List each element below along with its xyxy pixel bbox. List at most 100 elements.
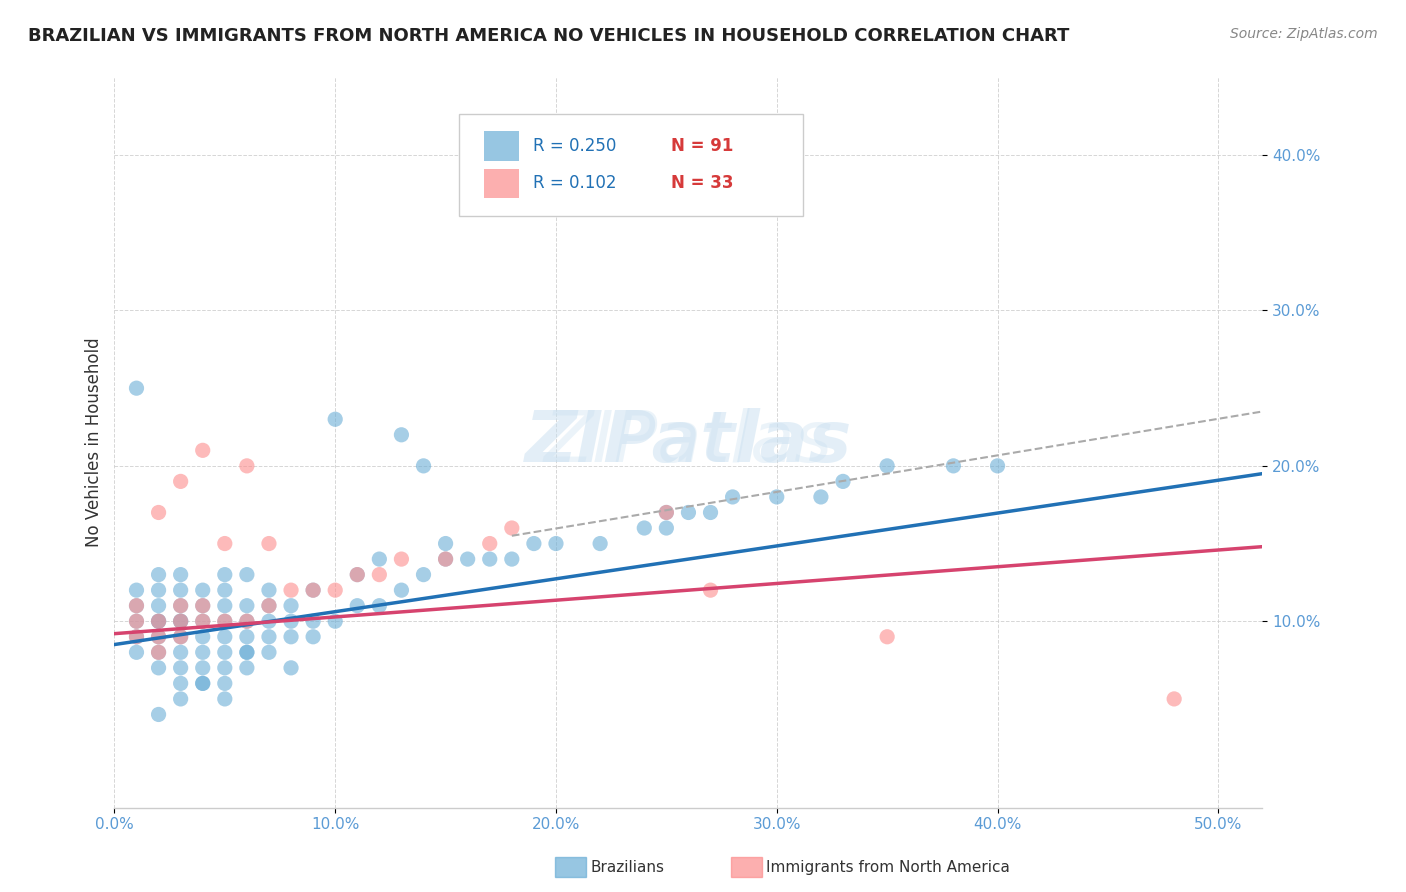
Point bbox=[214, 661, 236, 675]
Point bbox=[148, 707, 170, 722]
Point bbox=[236, 599, 259, 613]
Point bbox=[125, 614, 148, 628]
Point bbox=[148, 630, 170, 644]
Point bbox=[236, 630, 259, 644]
Point bbox=[457, 552, 479, 566]
Point bbox=[544, 536, 567, 550]
Text: ZIPatlas: ZIPatlas bbox=[544, 408, 832, 477]
Point bbox=[832, 475, 855, 489]
Point bbox=[655, 521, 678, 535]
Point bbox=[280, 630, 302, 644]
Point bbox=[302, 583, 325, 598]
Text: ZIPatlas: ZIPatlas bbox=[524, 408, 852, 477]
Point bbox=[236, 614, 259, 628]
Point bbox=[125, 599, 148, 613]
Point bbox=[501, 552, 523, 566]
Point bbox=[1163, 692, 1185, 706]
Point bbox=[125, 630, 148, 644]
Point bbox=[191, 676, 214, 690]
Point bbox=[280, 661, 302, 675]
Point bbox=[169, 630, 191, 644]
Point bbox=[236, 567, 259, 582]
Point bbox=[214, 536, 236, 550]
Point bbox=[169, 599, 191, 613]
Point bbox=[391, 427, 413, 442]
Point bbox=[125, 381, 148, 395]
Point bbox=[148, 614, 170, 628]
Point bbox=[169, 614, 191, 628]
Point bbox=[148, 614, 170, 628]
Point bbox=[169, 676, 191, 690]
Point bbox=[589, 536, 612, 550]
Point bbox=[148, 645, 170, 659]
Point bbox=[986, 458, 1008, 473]
Point bbox=[236, 645, 259, 659]
Point bbox=[302, 630, 325, 644]
Point bbox=[191, 661, 214, 675]
Point bbox=[257, 599, 280, 613]
Point bbox=[148, 661, 170, 675]
Text: N = 33: N = 33 bbox=[671, 174, 734, 193]
Point bbox=[280, 614, 302, 628]
Point bbox=[214, 676, 236, 690]
Point bbox=[148, 645, 170, 659]
Point bbox=[765, 490, 787, 504]
Point bbox=[257, 599, 280, 613]
Point bbox=[191, 599, 214, 613]
Point bbox=[214, 645, 236, 659]
Point bbox=[169, 475, 191, 489]
Point bbox=[169, 661, 191, 675]
Point bbox=[236, 645, 259, 659]
Point bbox=[191, 614, 214, 628]
Text: BRAZILIAN VS IMMIGRANTS FROM NORTH AMERICA NO VEHICLES IN HOUSEHOLD CORRELATION : BRAZILIAN VS IMMIGRANTS FROM NORTH AMERI… bbox=[28, 27, 1070, 45]
Point bbox=[148, 567, 170, 582]
Point bbox=[169, 583, 191, 598]
FancyBboxPatch shape bbox=[484, 131, 519, 161]
Point bbox=[478, 536, 501, 550]
Text: Immigrants from North America: Immigrants from North America bbox=[766, 861, 1010, 875]
Point bbox=[148, 614, 170, 628]
Y-axis label: No Vehicles in Household: No Vehicles in Household bbox=[86, 338, 103, 548]
Point bbox=[169, 567, 191, 582]
Point bbox=[501, 521, 523, 535]
Point bbox=[721, 490, 744, 504]
Point bbox=[191, 583, 214, 598]
Point bbox=[257, 645, 280, 659]
FancyBboxPatch shape bbox=[484, 169, 519, 198]
Point bbox=[236, 458, 259, 473]
Text: Source: ZipAtlas.com: Source: ZipAtlas.com bbox=[1230, 27, 1378, 41]
Point bbox=[434, 536, 457, 550]
Point bbox=[236, 661, 259, 675]
Point bbox=[434, 552, 457, 566]
Point bbox=[412, 567, 434, 582]
Point bbox=[368, 599, 391, 613]
Point bbox=[125, 645, 148, 659]
Point bbox=[169, 692, 191, 706]
Point bbox=[214, 692, 236, 706]
Point bbox=[280, 583, 302, 598]
Point bbox=[699, 506, 721, 520]
Point bbox=[191, 630, 214, 644]
Point bbox=[323, 614, 346, 628]
Point bbox=[236, 614, 259, 628]
Point bbox=[214, 630, 236, 644]
Point bbox=[655, 506, 678, 520]
Point bbox=[257, 583, 280, 598]
Point bbox=[257, 614, 280, 628]
Point bbox=[214, 567, 236, 582]
Point bbox=[323, 583, 346, 598]
Point bbox=[257, 536, 280, 550]
Point bbox=[678, 506, 700, 520]
Point bbox=[280, 599, 302, 613]
Point bbox=[125, 599, 148, 613]
Point bbox=[346, 567, 368, 582]
Point bbox=[169, 630, 191, 644]
Point bbox=[125, 614, 148, 628]
Point bbox=[302, 614, 325, 628]
Point bbox=[214, 614, 236, 628]
Point bbox=[148, 630, 170, 644]
Point bbox=[368, 567, 391, 582]
Point bbox=[323, 412, 346, 426]
Point bbox=[169, 599, 191, 613]
Point bbox=[523, 536, 546, 550]
